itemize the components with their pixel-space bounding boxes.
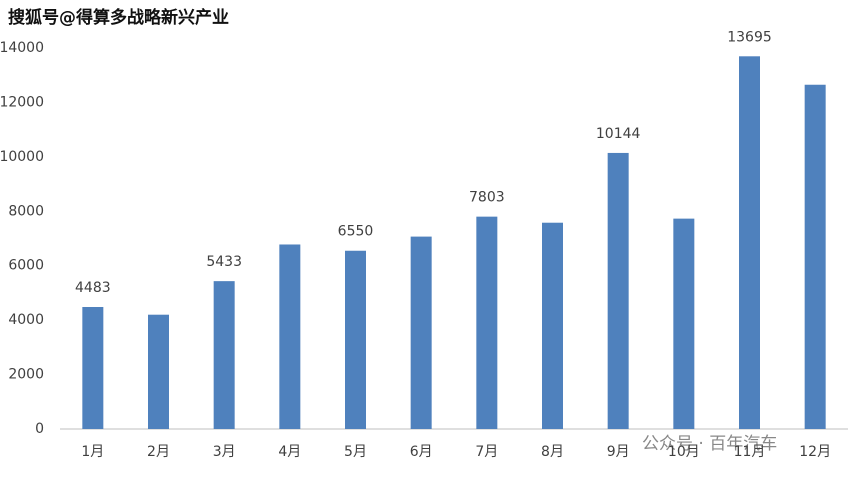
x-tick-label: 9月 (607, 444, 630, 460)
bar (673, 218, 695, 429)
x-tick-label: 4月 (278, 444, 301, 460)
y-tick-label: 14000 (0, 40, 44, 56)
bar (804, 84, 826, 429)
y-tick-label: 6000 (8, 258, 44, 274)
watermark: 搜狐号@得算多战略新兴产业 (8, 7, 229, 28)
data-label: 5433 (206, 254, 242, 270)
x-tick-label: 10月 (668, 444, 700, 460)
data-label: 4483 (75, 280, 111, 296)
x-tick-label: 7月 (475, 444, 498, 460)
y-tick-label: 2000 (8, 367, 44, 383)
bar (410, 236, 432, 429)
x-tick-label: 12月 (799, 444, 831, 460)
data-label: 7803 (469, 190, 505, 206)
x-tick-label: 2月 (147, 444, 170, 460)
bar (213, 281, 235, 429)
bar (279, 244, 301, 429)
y-tick-label: 4000 (8, 312, 44, 328)
data-label: 6550 (338, 224, 374, 240)
x-tick-label: 1月 (81, 444, 104, 460)
y-tick-label: 12000 (0, 94, 44, 110)
x-tick-label: 8月 (541, 444, 564, 460)
x-tick-label: 6月 (410, 444, 433, 460)
data-label: 13695 (727, 29, 772, 45)
bar (148, 314, 169, 429)
x-tick-label: 3月 (213, 444, 236, 460)
data-label: 10144 (596, 126, 641, 142)
bar (82, 306, 104, 429)
bar (542, 222, 563, 429)
y-tick-label: 8000 (8, 203, 44, 219)
bar (476, 216, 498, 429)
bar (345, 250, 366, 429)
x-tick-label: 11月 (734, 444, 766, 460)
x-tick-label: 5月 (344, 444, 367, 460)
watermark: 公众号 · 百年汽车 (642, 434, 777, 454)
y-tick-label: 10000 (0, 149, 44, 165)
bar (739, 56, 760, 430)
y-tick-label: 0 (35, 421, 44, 437)
bar (607, 152, 629, 429)
